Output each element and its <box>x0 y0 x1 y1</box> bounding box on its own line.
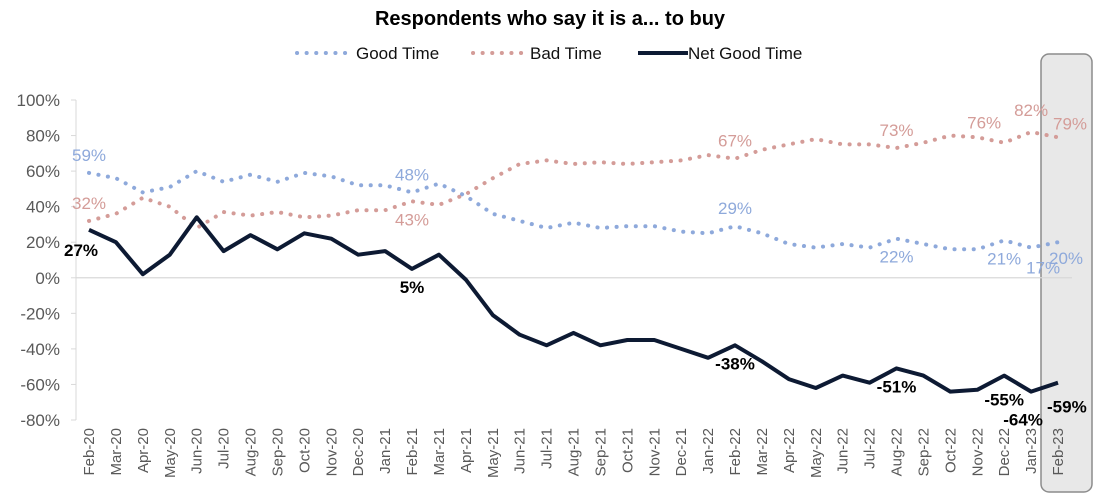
data-label: -55% <box>984 391 1024 410</box>
data-label: 79% <box>1053 114 1087 133</box>
x-tick-label: Aug-21 <box>566 428 583 476</box>
x-tick-label: Feb-21 <box>404 428 421 476</box>
x-tick-label: Dec-22 <box>996 428 1013 476</box>
y-tick-label: -80% <box>20 411 60 430</box>
data-label: 32% <box>72 194 106 213</box>
x-tick-label: Jan-23 <box>1023 428 1040 474</box>
x-tick-label: Feb-23 <box>1050 428 1067 476</box>
x-tick-label: Aug-20 <box>243 428 260 476</box>
x-tick-label: May-21 <box>485 428 502 478</box>
x-tick-label: Dec-20 <box>350 428 367 476</box>
y-tick-label: -60% <box>20 375 60 394</box>
y-tick-label: -20% <box>20 304 60 323</box>
y-tick-label: 0% <box>35 269 60 288</box>
legend-label: Bad Time <box>530 44 602 63</box>
series-line-net-good-time <box>88 215 1059 394</box>
legend-label: Good Time <box>356 44 439 63</box>
data-label: 43% <box>395 210 429 229</box>
x-tick-label: Sep-21 <box>592 428 609 476</box>
x-tick-label: Jun-21 <box>512 428 529 474</box>
series-line-bad-time <box>87 130 1060 230</box>
data-label: -64% <box>1003 411 1043 430</box>
data-label: 59% <box>72 146 106 165</box>
data-label: 48% <box>395 165 429 184</box>
data-labels: 59% 48% 29% 22% 21% 17%20% 32% 43% 67% 73% 76% 82% 7… <box>64 101 1087 430</box>
x-tick-label: Jul-20 <box>216 428 233 469</box>
data-label: 67% <box>718 132 752 151</box>
data-label: 76% <box>967 114 1001 133</box>
legend-item-good-time: Good Time <box>295 44 439 63</box>
y-tick-label: 80% <box>26 127 60 146</box>
x-tick-label: Aug-22 <box>889 428 906 476</box>
x-tick-label: Sep-22 <box>915 428 932 476</box>
data-label: 17% <box>1026 259 1060 278</box>
x-tick-label: Jan-22 <box>700 428 717 474</box>
data-label: 21% <box>987 249 1021 268</box>
x-tick-label: Jun-22 <box>835 428 852 474</box>
x-tick-label: Mar-20 <box>108 428 125 476</box>
x-tick-label: Apr-20 <box>135 428 152 473</box>
x-tick-label: Feb-20 <box>81 428 98 476</box>
x-tick-label: Mar-21 <box>431 428 448 476</box>
data-label: 27% <box>64 241 98 260</box>
legend-item-net-good-time: Net Good Time <box>638 44 802 63</box>
legend-item-bad-time: Bad Time <box>471 44 602 63</box>
x-tick-label: Dec-21 <box>673 428 690 476</box>
chart-title: Respondents who say it is a... to buy <box>375 8 726 30</box>
y-tick-label: 40% <box>26 198 60 217</box>
data-label: -51% <box>877 377 917 396</box>
x-tick-label: Feb-22 <box>727 428 744 476</box>
data-label: -38% <box>715 354 755 373</box>
x-tick-label: Nov-20 <box>323 428 340 476</box>
data-label: 29% <box>718 199 752 218</box>
data-label: 5% <box>400 278 425 297</box>
x-tick-label: Nov-21 <box>646 428 663 476</box>
x-tick-label: Jun-20 <box>189 428 206 474</box>
series-layer <box>87 130 1060 394</box>
x-tick-label: Apr-22 <box>781 428 798 473</box>
legend-label: Net Good Time <box>688 44 802 63</box>
x-tick-label: Nov-22 <box>969 428 986 476</box>
x-tick-label: May-22 <box>808 428 825 478</box>
x-tick-label: Oct-21 <box>619 428 636 473</box>
y-tick-label: 60% <box>26 162 60 181</box>
y-tick-label: 20% <box>26 233 60 252</box>
series-line-good-time <box>87 169 1060 252</box>
y-tick-label: 100% <box>17 91 60 110</box>
x-tick-label: May-20 <box>162 428 179 478</box>
x-tick-label: Oct-22 <box>942 428 959 473</box>
x-tick-label: Sep-20 <box>269 428 286 476</box>
legend: Good Time Bad Time Net Good Time <box>295 44 802 63</box>
data-label: 22% <box>879 248 913 267</box>
axes: 100% 80% 60% 40% 20% 0% -20% -40% -60% -80% Feb-20… <box>17 91 1072 478</box>
data-label: 82% <box>1014 101 1048 120</box>
x-tick-label: Oct-20 <box>296 428 313 473</box>
data-label: -59% <box>1047 398 1087 417</box>
data-label: 73% <box>879 121 913 140</box>
x-tick-label: Mar-22 <box>754 428 771 476</box>
x-tick-label: Jul-21 <box>539 428 556 469</box>
y-tick-label: -40% <box>20 340 60 359</box>
data-label: 20% <box>1049 249 1083 268</box>
x-tick-label: Jan-21 <box>377 428 394 474</box>
x-tick-label: Jul-22 <box>862 428 879 469</box>
x-tick-label: Apr-21 <box>458 428 475 473</box>
